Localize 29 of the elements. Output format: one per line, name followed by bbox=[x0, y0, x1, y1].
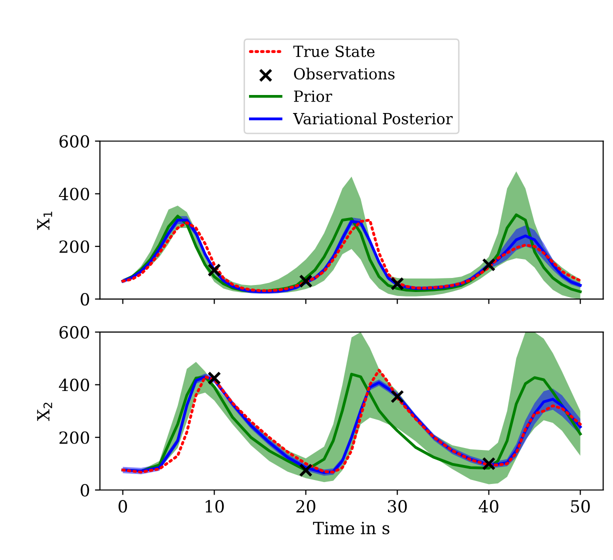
y-axis-title: X$_{2}$ bbox=[37, 402, 52, 421]
y-tick-label: 600 bbox=[60, 326, 90, 339]
x-tick-label: 10 bbox=[206, 500, 224, 513]
point bbox=[482, 258, 496, 272]
y-tick-label: 400 bbox=[58, 188, 90, 200]
y-tick-label: 600 bbox=[60, 135, 90, 148]
x-tick-label: 20 bbox=[296, 500, 316, 513]
y-tick-label: 400 bbox=[58, 378, 90, 392]
legend-label: Variational Posterior bbox=[293, 112, 453, 124]
y-tick-label: 0 bbox=[80, 484, 90, 497]
y-tick-label: 0 bbox=[80, 293, 90, 306]
legend-label: Observations bbox=[294, 68, 395, 80]
point bbox=[208, 263, 222, 277]
x-tick-label: 50 bbox=[571, 500, 590, 513]
legend-label: True State bbox=[293, 46, 375, 58]
x-tick-label: 30 bbox=[388, 500, 407, 513]
y-tick-label: 200 bbox=[60, 240, 90, 253]
point bbox=[390, 277, 404, 291]
point bbox=[390, 390, 404, 404]
x-tick-label: 0 bbox=[118, 500, 127, 513]
point bbox=[482, 456, 496, 470]
point bbox=[299, 463, 313, 478]
point bbox=[299, 274, 313, 288]
x-axis-title: Time in s bbox=[313, 522, 390, 534]
point bbox=[208, 371, 222, 385]
x-tick-label: 40 bbox=[478, 500, 498, 513]
y-tick-label: 200 bbox=[60, 431, 90, 444]
legend-label: Prior bbox=[294, 90, 332, 102]
y-axis-title: X$_{1}$ bbox=[37, 212, 52, 230]
